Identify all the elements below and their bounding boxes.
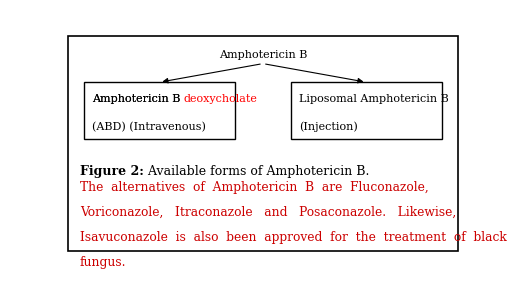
Text: Voriconazole,   Itraconazole   and   Posaconazole.   Likewise,: Voriconazole, Itraconazole and Posaconaz… bbox=[80, 206, 456, 219]
FancyBboxPatch shape bbox=[84, 82, 235, 139]
Text: The  alternatives  of  Amphotericin  B  are  Fluconazole,: The alternatives of Amphotericin B are F… bbox=[80, 181, 429, 194]
Text: Liposomal Amphotericin B: Liposomal Amphotericin B bbox=[299, 94, 448, 104]
Text: Amphotericin B: Amphotericin B bbox=[92, 94, 184, 104]
Text: fungus.: fungus. bbox=[80, 256, 127, 269]
Text: Available forms of Amphotericin B.: Available forms of Amphotericin B. bbox=[144, 165, 369, 178]
Text: Isavuconazole  is  also  been  approved  for  the  treatment  of  black: Isavuconazole is also been approved for … bbox=[80, 231, 507, 244]
Text: Amphotericin B: Amphotericin B bbox=[92, 94, 184, 104]
Text: deoxycholate: deoxycholate bbox=[184, 94, 258, 104]
FancyBboxPatch shape bbox=[291, 82, 442, 139]
Text: Figure 2:: Figure 2: bbox=[80, 165, 144, 178]
Text: (Injection): (Injection) bbox=[299, 122, 358, 132]
Text: Amphotericin B: Amphotericin B bbox=[219, 50, 307, 60]
Text: (ABD) (Intravenous): (ABD) (Intravenous) bbox=[92, 122, 206, 132]
